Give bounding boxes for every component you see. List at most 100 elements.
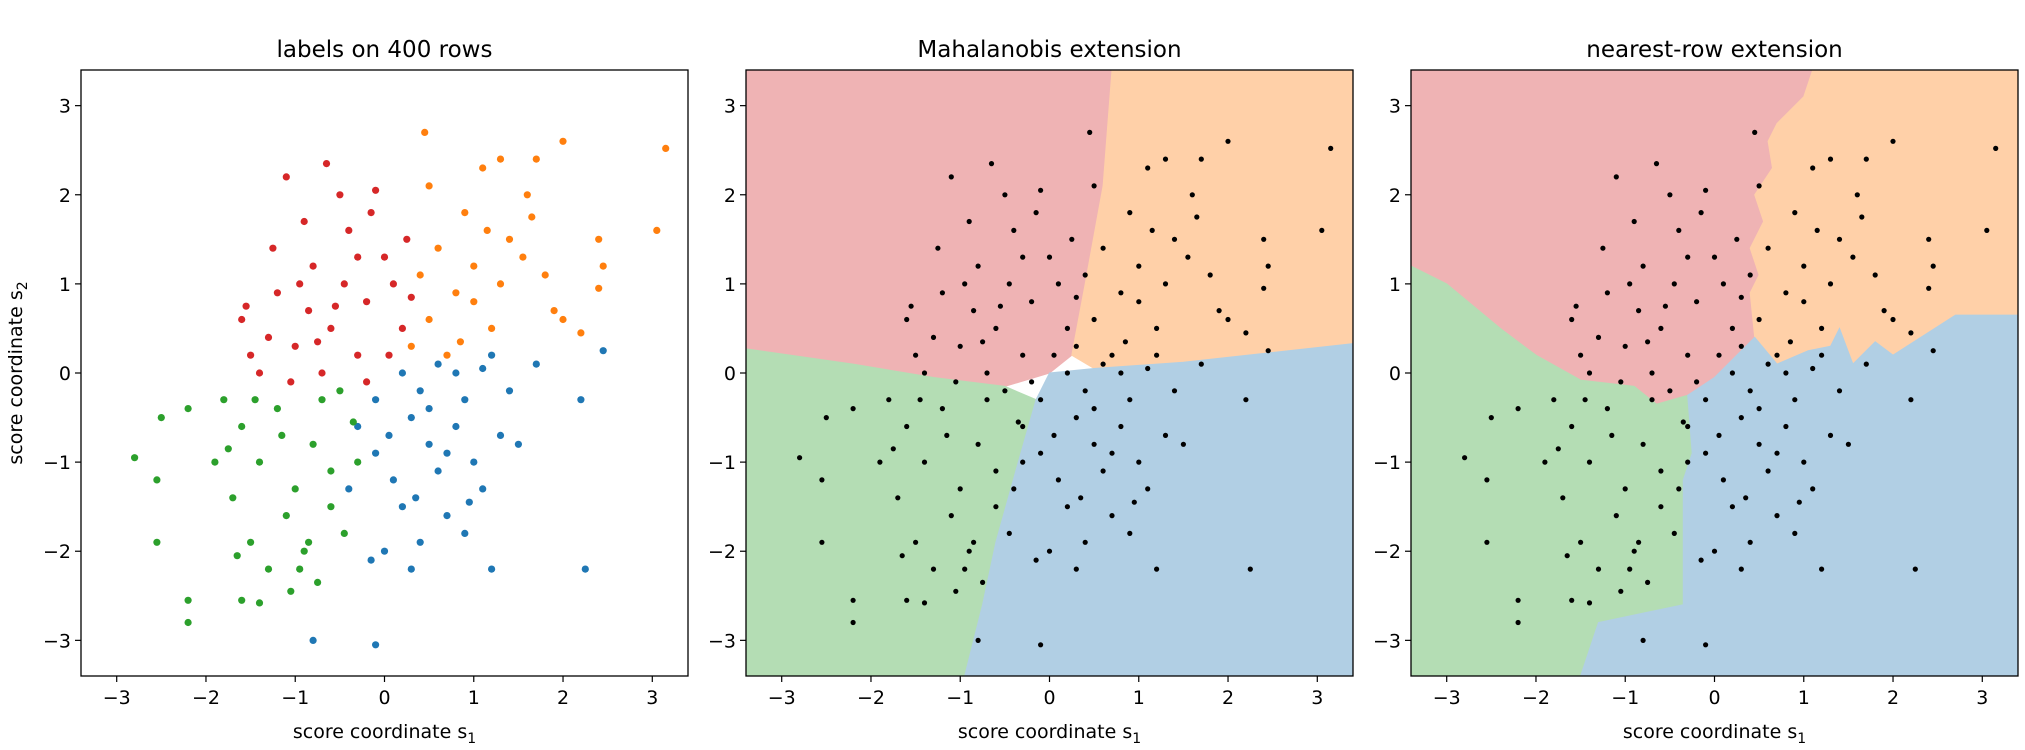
data-point [354, 351, 362, 359]
data-point [532, 155, 540, 163]
data-point [1729, 370, 1735, 376]
data-point [1046, 548, 1053, 554]
data-point [819, 539, 825, 545]
data-point [1636, 308, 1642, 314]
data-point [1198, 361, 1204, 367]
data-point [1171, 388, 1178, 394]
data-point [1627, 281, 1633, 287]
axes-frame [80, 69, 689, 677]
data-point [1698, 210, 1704, 216]
data-point [1136, 459, 1142, 465]
data-point [1011, 486, 1017, 492]
data-point [1586, 459, 1593, 465]
data-point [483, 226, 491, 234]
x-tick-label: −1 [1611, 687, 1639, 709]
data-point [1162, 281, 1169, 287]
data-point [1020, 459, 1026, 465]
data-point [398, 324, 406, 332]
data-point [1618, 379, 1624, 385]
data-point [1622, 486, 1628, 492]
data-point [1711, 254, 1718, 260]
data-point [1020, 352, 1026, 358]
data-point [505, 387, 514, 395]
data-point [1243, 397, 1249, 403]
data-point [1154, 352, 1160, 358]
data-point [988, 161, 995, 167]
data-point [1560, 495, 1566, 501]
y-tick-label: −3 [43, 630, 71, 652]
data-point [1680, 419, 1686, 425]
data-point [1645, 339, 1651, 345]
data-point [975, 263, 981, 269]
data-point [407, 342, 415, 350]
data-point [1685, 352, 1691, 358]
data-point [416, 271, 424, 279]
data-point [850, 406, 856, 412]
data-point [1225, 316, 1231, 323]
y-tick-label: 3 [1389, 96, 1401, 118]
data-point [1694, 379, 1700, 385]
data-point [1319, 227, 1325, 233]
data-point [1756, 406, 1762, 412]
data-point [1551, 397, 1557, 403]
data-point [953, 588, 959, 594]
data-point [309, 262, 317, 270]
data-point [1756, 441, 1762, 447]
data-point [975, 637, 981, 644]
data-point [921, 370, 928, 376]
data-point [1792, 397, 1798, 403]
region-blue [964, 343, 1353, 676]
data-point [318, 396, 326, 404]
y-tick-label: −1 [708, 452, 736, 474]
data-point [340, 280, 348, 288]
data-point [496, 155, 505, 163]
data-point [1796, 499, 1802, 505]
data-point [1662, 303, 1668, 309]
data-point [372, 641, 380, 649]
x-tick-label: −2 [1522, 687, 1550, 709]
data-point [403, 235, 411, 243]
data-point [1015, 419, 1021, 425]
data-point [886, 397, 892, 403]
data-point [367, 556, 375, 564]
data-point [823, 415, 829, 421]
data-point [1261, 285, 1267, 291]
data-point [1720, 281, 1726, 287]
data-point [1033, 557, 1039, 563]
data-point [488, 351, 496, 359]
data-point [1649, 370, 1655, 376]
data-point [1078, 495, 1084, 501]
data-point [273, 289, 281, 297]
data-point [1658, 325, 1664, 331]
data-point [948, 513, 954, 519]
data-point [461, 209, 469, 217]
data-point [354, 253, 362, 261]
x-tick-label: 2 [557, 687, 569, 709]
data-point [1711, 548, 1718, 554]
data-point [345, 485, 353, 493]
data-point [184, 596, 192, 604]
data-point [157, 414, 165, 422]
data-point [1100, 361, 1106, 367]
x-tick-label: 0 [1043, 687, 1055, 709]
chart-panel-3: −3 −2 −1 0 1 2 3 −3 −2 −1 0 1 2 3 nearest-row extensio… [1373, 37, 2019, 747]
y-axis-label: score coordinate s2 [5, 281, 31, 464]
data-point [1912, 566, 1918, 572]
data-point [443, 449, 451, 457]
data-point [273, 405, 281, 413]
data-point [1658, 468, 1664, 474]
data-point [331, 302, 339, 310]
data-point [1613, 174, 1619, 180]
data-point [1703, 450, 1709, 456]
data-point [1716, 432, 1722, 438]
data-point [238, 596, 246, 604]
data-point [425, 405, 433, 413]
data-point [1569, 423, 1575, 430]
data-point [1051, 432, 1057, 438]
data-point [1595, 334, 1602, 340]
data-point [595, 284, 603, 292]
data-point [264, 333, 273, 341]
data-point [1604, 290, 1610, 296]
data-point [1810, 365, 1816, 372]
data-point [1573, 303, 1579, 309]
